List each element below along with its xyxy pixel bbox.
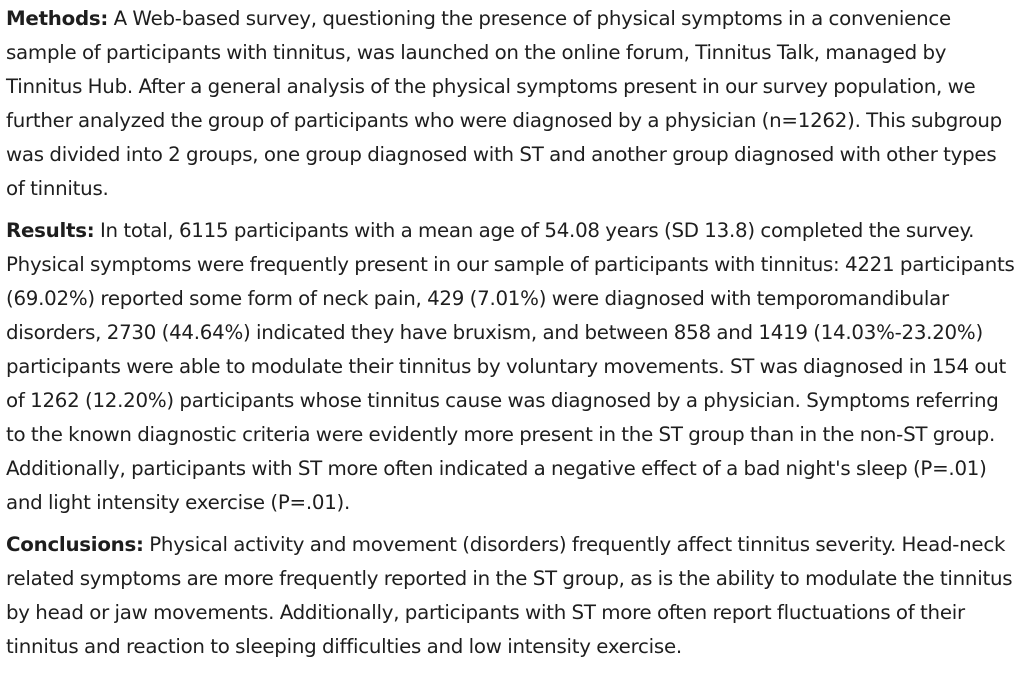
results-label: Results: [6,219,95,242]
conclusions-paragraph: Conclusions: Physical activity and movem… [6,528,1020,664]
abstract-body: Methods: A Web-based survey, questioning… [6,2,1020,672]
methods-text: A Web-based survey, questioning the pres… [6,7,1002,200]
results-paragraph: Results: In total, 6115 participants wit… [6,214,1020,520]
conclusions-text: Physical activity and movement (disorder… [6,533,1013,658]
conclusions-label: Conclusions: [6,533,144,556]
methods-paragraph: Methods: A Web-based survey, questioning… [6,2,1020,206]
methods-label: Methods: [6,7,109,30]
results-text: In total, 6115 participants with a mean … [6,219,1015,514]
